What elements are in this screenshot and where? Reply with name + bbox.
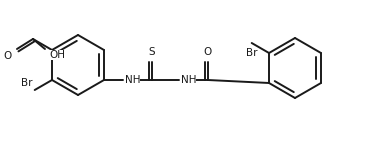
Text: O: O — [4, 51, 12, 61]
Text: Br: Br — [246, 48, 257, 58]
Text: NH: NH — [181, 75, 196, 85]
Text: O: O — [204, 47, 212, 57]
Text: OH: OH — [49, 50, 65, 60]
Text: S: S — [149, 47, 155, 57]
Text: Br: Br — [21, 78, 33, 88]
Text: NH: NH — [125, 75, 141, 85]
